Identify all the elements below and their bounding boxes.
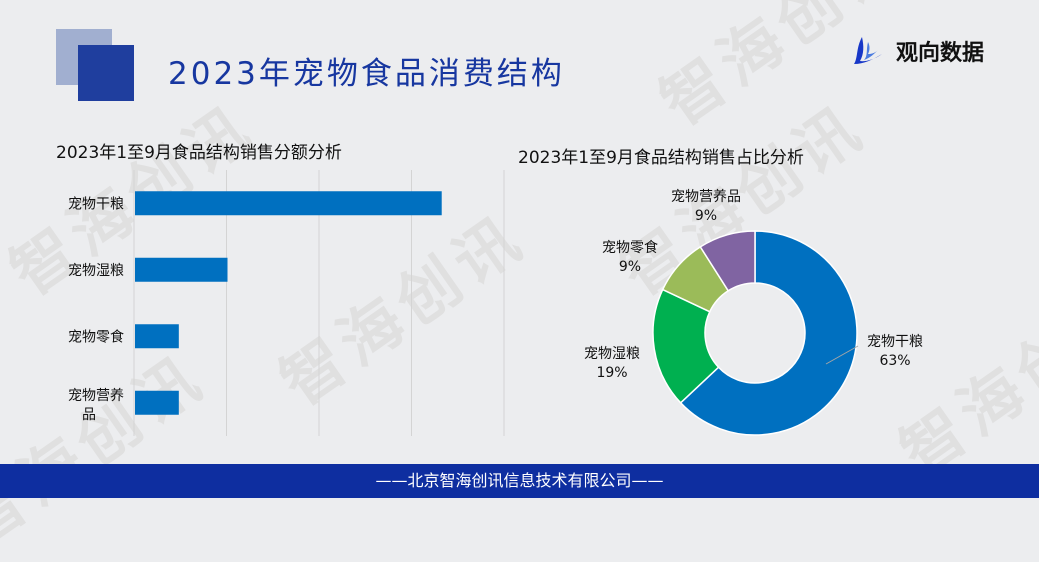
bar — [135, 257, 228, 282]
decor-square — [78, 45, 134, 101]
leader-line — [825, 345, 859, 365]
slice-value: 63% — [879, 353, 910, 369]
category-label: 宠物零食 — [68, 328, 124, 345]
slice-value: 9% — [619, 259, 641, 275]
slice-label: 宠物干粮 — [867, 334, 923, 350]
footer: ——北京智海创讯信息技术有限公司—— — [0, 464, 1039, 498]
category-label: 宠物干粮 — [68, 196, 124, 212]
donut-chart: 宠物干粮 63% 宠物湿粮 19% 宠物零食 9% 宠物营养品 9% — [584, 189, 923, 436]
logo-icon — [854, 37, 882, 64]
category-label: 宠物营养品 — [68, 388, 124, 423]
label-line: 宠物营养 — [68, 388, 124, 404]
slice-value: 9% — [695, 208, 717, 224]
category-label: 宠物湿粮 — [68, 263, 124, 279]
bar — [135, 324, 179, 349]
slice-label: 宠物营养品 — [671, 189, 741, 205]
slice-label: 宠物湿粮 — [584, 346, 640, 362]
page-title: 2023年宠物食品消费结构 — [168, 56, 565, 92]
pie-chart-title: 2023年1至9月食品结构销售占比分析 — [518, 148, 804, 168]
bar-chart-title: 2023年1至9月食品结构销售分额分析 — [56, 143, 342, 163]
bar — [135, 390, 179, 415]
bar — [135, 191, 442, 216]
donut-slice — [679, 230, 858, 436]
logo-text: 观向数据 — [896, 41, 985, 66]
logo: 观向数据 — [852, 34, 984, 68]
label-line: 品 — [82, 407, 96, 423]
slice-label: 宠物零食 — [602, 239, 658, 256]
slice-value: 19% — [596, 365, 627, 381]
donut-slice — [699, 230, 756, 292]
